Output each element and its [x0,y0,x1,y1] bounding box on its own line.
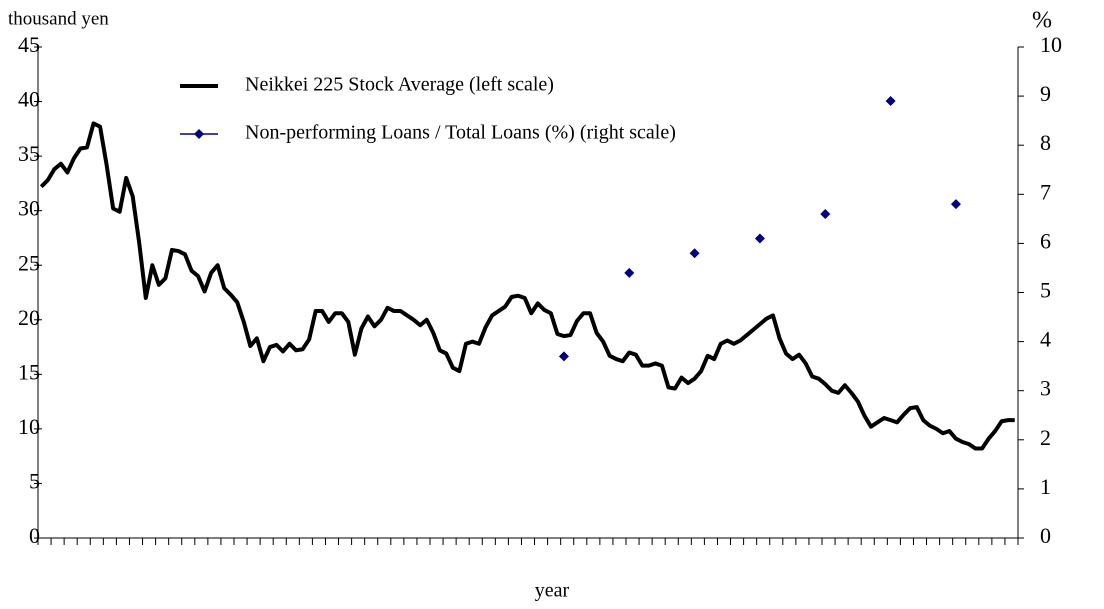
point [950,199,961,210]
y-axis-label: thousand yen [8,8,109,29]
point [885,96,896,107]
y-tick-label: 0 [29,523,40,548]
point [754,233,765,244]
y2-tick-label: 6 [1040,228,1051,253]
y-tick-label: 20 [18,305,40,330]
y-tick-label: 35 [18,141,40,166]
point [820,208,831,219]
y-tick-label: 45 [18,32,40,57]
y2-tick-label: 9 [1040,81,1051,106]
legend-label: Neikkei 225 Stock Average (left scale) [245,74,554,96]
y-tick-label: 25 [18,250,40,275]
y2-tick-label: 4 [1040,327,1051,352]
y-tick-label: 30 [18,196,40,221]
x-axis-label: year [535,580,570,602]
point [558,351,569,362]
y2-tick-label: 8 [1040,130,1051,155]
y-tick-label: 15 [18,359,40,384]
y-tick-label: 40 [18,87,40,112]
line [39,121,1015,451]
legend-label: Non-performing Loans / Total Loans (%) (… [245,122,676,144]
point [689,248,700,259]
y2-tick-label: 1 [1040,474,1051,499]
y2-tick-label: 3 [1040,376,1051,401]
y2-tick-label: 0 [1040,523,1051,548]
y2-axis-label: % [1032,8,1052,34]
y-tick-label: 5 [29,468,40,493]
legend-swatch [194,129,204,139]
point [624,267,635,278]
y2-tick-label: 5 [1040,278,1051,303]
y2-tick-label: 10 [1040,32,1062,57]
y2-tick-label: 2 [1040,425,1051,450]
y2-tick-label: 7 [1040,179,1051,204]
y-tick-label: 10 [18,414,40,439]
